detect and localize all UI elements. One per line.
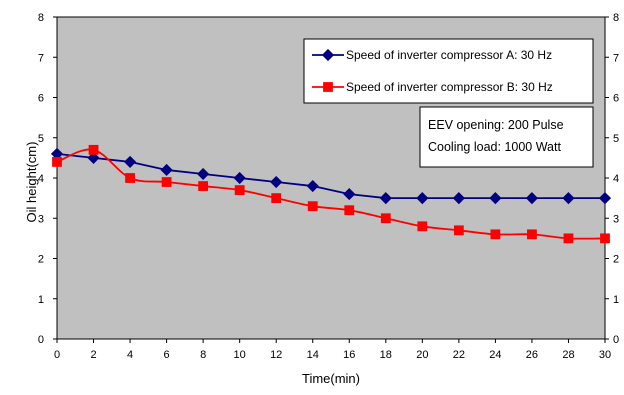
x-tick-label: 12 [270, 349, 282, 361]
x-axis-title: Time(min) [302, 371, 360, 386]
data-point [562, 192, 575, 205]
data-point [198, 181, 209, 191]
y2-tick-label: 4 [613, 173, 619, 185]
y2-tick-label: 0 [613, 334, 619, 346]
y-tick-label: 1 [38, 294, 44, 306]
data-point [124, 155, 137, 168]
data-point [452, 192, 465, 205]
x-tick-label: 18 [380, 349, 392, 361]
series-line [56, 148, 606, 240]
data-point [598, 192, 612, 205]
y-tick-label: 5 [38, 133, 44, 145]
data-point [563, 233, 574, 244]
x-tick-label: 30 [599, 349, 611, 361]
y-tick-label: 0 [38, 334, 44, 346]
series-line [56, 152, 605, 200]
data-point [125, 173, 135, 183]
secondary-y-axis: 0 1 2 3 4 5 6 7 8 [605, 12, 619, 346]
x-tick-label: 6 [164, 349, 170, 361]
y2-tick-label: 6 [613, 93, 619, 105]
data-point [344, 205, 355, 216]
data-point [525, 192, 538, 205]
data-point [306, 179, 319, 193]
data-point [307, 201, 318, 212]
x-tick-label: 24 [489, 349, 501, 361]
series-layer [50, 144, 612, 244]
y-tick-label: 6 [38, 93, 44, 105]
data-point [600, 233, 610, 244]
data-point [87, 151, 100, 164]
x-tick-label: 26 [526, 349, 538, 361]
x-tick-label: 14 [307, 349, 319, 361]
annotation-line: EEV opening: 200 Pulse [428, 118, 564, 132]
data-point [379, 192, 392, 205]
y2-tick-label: 3 [613, 213, 619, 225]
y2-tick-label: 5 [613, 133, 619, 145]
x-tick-label: 2 [90, 349, 96, 361]
y2-tick-label: 8 [613, 12, 619, 24]
legend: Speed of inverter compressor A: 30 Hz Spe… [303, 38, 594, 104]
data-point [453, 225, 464, 236]
x-tick-label: 4 [127, 349, 133, 361]
data-point [88, 144, 99, 155]
data-point [416, 192, 429, 205]
x-tick-label: 8 [200, 349, 206, 361]
x-axis: 0 2 4 6 8 10 12 14 16 18 20 22 24 26 28 30 [54, 339, 611, 361]
data-point [489, 192, 502, 205]
x-tick-label: 0 [54, 349, 60, 361]
legend-label: Speed of inverter compressor B: 30 Hz [346, 80, 553, 94]
y2-tick-label: 7 [613, 52, 619, 64]
y-tick-label: 3 [38, 213, 44, 225]
x-tick-label: 10 [234, 349, 246, 361]
data-point [161, 177, 172, 187]
x-tick-label: 28 [562, 349, 574, 361]
data-point [527, 229, 537, 240]
data-point [343, 188, 356, 201]
x-tick-label: 22 [453, 349, 465, 361]
series-b [52, 144, 610, 244]
annotation-line: Cooling load: 1000 Watt [428, 140, 561, 154]
x-tick-label: 20 [416, 349, 428, 361]
y2-tick-label: 1 [613, 294, 619, 306]
legend-swatch-marker [321, 48, 335, 62]
y-tick-label: 4 [38, 173, 44, 185]
data-point [270, 175, 283, 189]
legend-swatch-marker [323, 82, 333, 92]
data-point [233, 171, 246, 185]
legend-label: Speed of inverter compressor A: 30 Hz [346, 48, 552, 62]
annotation-frame [419, 106, 594, 168]
legend-box [303, 38, 594, 104]
data-point [234, 185, 245, 195]
x-tick-label: 16 [343, 349, 355, 361]
y-axis: 0 1 2 3 4 5 6 7 8 [38, 12, 57, 346]
data-point [271, 193, 282, 204]
y-tick-label: 7 [38, 52, 44, 64]
y2-tick-label: 2 [613, 254, 619, 266]
y-axis-title: Oil height(cm) [24, 142, 39, 223]
data-point [197, 167, 210, 181]
y-tick-label: 2 [38, 254, 44, 266]
annotation-box: EEV opening: 200 Pulse Cooling load: 1000… [419, 106, 594, 168]
data-point [52, 156, 62, 167]
data-point [160, 163, 173, 177]
data-point [380, 213, 391, 224]
y-tick-label: 8 [38, 12, 44, 24]
series-a [50, 147, 612, 205]
data-point [417, 221, 428, 232]
data-point [490, 229, 501, 240]
